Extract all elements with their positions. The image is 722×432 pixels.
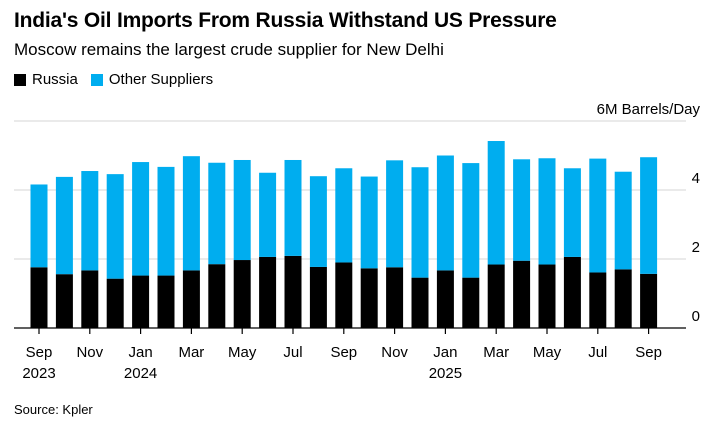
bar-other-suppliers — [386, 160, 404, 268]
bar-russia — [538, 264, 556, 328]
bar-other-suppliers — [487, 141, 505, 265]
bar-russia — [132, 275, 150, 328]
legend-label-russia: Russia — [32, 71, 78, 88]
bar-russia — [233, 260, 251, 328]
bar-russia — [259, 256, 277, 328]
legend-label-other-suppliers: Other Suppliers — [108, 71, 214, 88]
bar-russia — [55, 274, 73, 328]
bar-russia — [335, 262, 353, 328]
bar-russia — [640, 273, 658, 328]
x-tick-year-label: 2025 — [429, 365, 462, 382]
x-tick-label: Nov — [76, 344, 103, 361]
chart-legend: Russia Other Suppliers — [14, 71, 226, 88]
bar-other-suppliers — [182, 156, 200, 271]
bar-russia — [436, 270, 454, 328]
bar-other-suppliers — [360, 176, 378, 269]
bar-other-suppliers — [55, 176, 73, 275]
bar-other-suppliers — [157, 166, 175, 276]
bar-russia — [386, 267, 404, 328]
bar-russia — [589, 272, 607, 328]
bar-other-suppliers — [30, 184, 48, 268]
y-tick-label: 2 — [692, 239, 700, 256]
bar-other-suppliers — [81, 171, 99, 271]
x-tick-label: Mar — [483, 344, 509, 361]
legend-swatch-other-suppliers — [90, 73, 103, 86]
bar-russia — [182, 270, 200, 328]
bar-other-suppliers — [284, 159, 302, 256]
bar-other-suppliers — [259, 172, 277, 257]
bar-other-suppliers — [589, 158, 607, 273]
y-axis-label: 6M Barrels/Day — [597, 101, 701, 118]
bar-russia — [208, 264, 226, 328]
legend-item-other-suppliers: Other Suppliers — [90, 71, 214, 88]
bar-other-suppliers — [513, 159, 531, 261]
bar-other-suppliers — [411, 167, 429, 278]
x-tick-label: Sep — [26, 344, 53, 361]
x-tick-label: Jul — [283, 344, 302, 361]
bar-russia — [411, 277, 429, 328]
bar-russia — [513, 260, 531, 328]
bar-russia — [30, 267, 48, 328]
x-tick-label: May — [228, 344, 257, 361]
bar-other-suppliers — [309, 176, 327, 267]
bar-other-suppliers — [538, 158, 556, 265]
y-tick-label: 4 — [692, 170, 700, 187]
bar-russia — [309, 266, 327, 328]
source-note: Source: Kpler — [14, 402, 93, 417]
bar-russia — [462, 277, 480, 328]
bar-russia — [614, 269, 632, 328]
bar-russia — [157, 275, 175, 328]
bar-other-suppliers — [563, 168, 581, 257]
bar-other-suppliers — [614, 171, 632, 270]
x-tick-label: May — [533, 344, 562, 361]
x-tick-label: Jan — [433, 344, 457, 361]
bar-russia — [81, 270, 99, 328]
x-tick-label: Nov — [381, 344, 408, 361]
bar-other-suppliers — [106, 174, 124, 279]
x-tick-label: Sep — [330, 344, 357, 361]
bar-other-suppliers — [462, 163, 480, 278]
x-tick-label: Sep — [635, 344, 662, 361]
x-tick-label: Jan — [129, 344, 153, 361]
x-tick-year-label: 2024 — [124, 365, 157, 382]
bar-russia — [284, 255, 302, 328]
chart-title: India's Oil Imports From Russia Withstan… — [14, 9, 557, 32]
bar-russia — [360, 268, 378, 328]
bar-russia — [487, 264, 505, 328]
bar-other-suppliers — [208, 162, 226, 265]
bar-other-suppliers — [335, 168, 353, 263]
legend-swatch-russia — [14, 73, 26, 86]
bar-other-suppliers — [233, 159, 251, 261]
x-tick-label: Jul — [588, 344, 607, 361]
bar-russia — [106, 278, 124, 328]
bar-other-suppliers — [132, 162, 150, 276]
x-tick-year-label: 2023 — [22, 365, 55, 382]
bar-russia — [563, 256, 581, 328]
bar-other-suppliers — [436, 155, 454, 271]
y-tick-label: 0 — [692, 308, 700, 325]
chart-subtitle: Moscow remains the largest crude supplie… — [14, 40, 444, 59]
bar-other-suppliers — [640, 157, 658, 274]
legend-item-russia: Russia — [14, 71, 78, 88]
x-tick-label: Mar — [178, 344, 204, 361]
